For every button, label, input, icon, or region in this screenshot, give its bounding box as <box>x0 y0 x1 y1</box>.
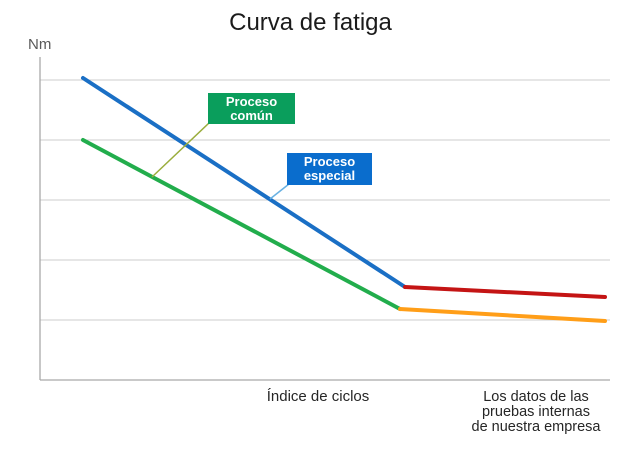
chart-title: Curva de fatiga <box>229 9 392 36</box>
callout-proceso-comun-line2: común <box>230 107 273 123</box>
callout-proceso-comun-line1: Proceso <box>225 93 278 109</box>
callout-proceso-especial: Proceso especial <box>287 153 372 185</box>
series-line-proceso-comun-descenso <box>81 138 402 311</box>
callout-proceso-especial-line1: Proceso <box>303 154 356 169</box>
series-line-proceso-especial-meseta <box>403 285 607 299</box>
source-note-line2: pruebas internas <box>481 404 590 420</box>
callout-proceso-comun: Proceso común <box>208 93 295 124</box>
source-note-line3: de nuestra empresa <box>471 419 601 435</box>
callout-proceso-especial-line2: especial <box>303 168 356 183</box>
callout-leader-line-1 <box>269 183 290 200</box>
series-line-proceso-especial-descenso <box>81 76 407 289</box>
source-note-line1: Los datos de las <box>483 389 589 405</box>
x-axis-label: Índice de ciclos <box>266 388 370 405</box>
y-axis-unit-label: Nm <box>28 36 52 53</box>
callout-leader-line-0 <box>151 122 210 178</box>
source-note: Los datos de las pruebas internas de nue… <box>451 390 621 435</box>
series-line-proceso-comun-meseta <box>398 307 607 323</box>
